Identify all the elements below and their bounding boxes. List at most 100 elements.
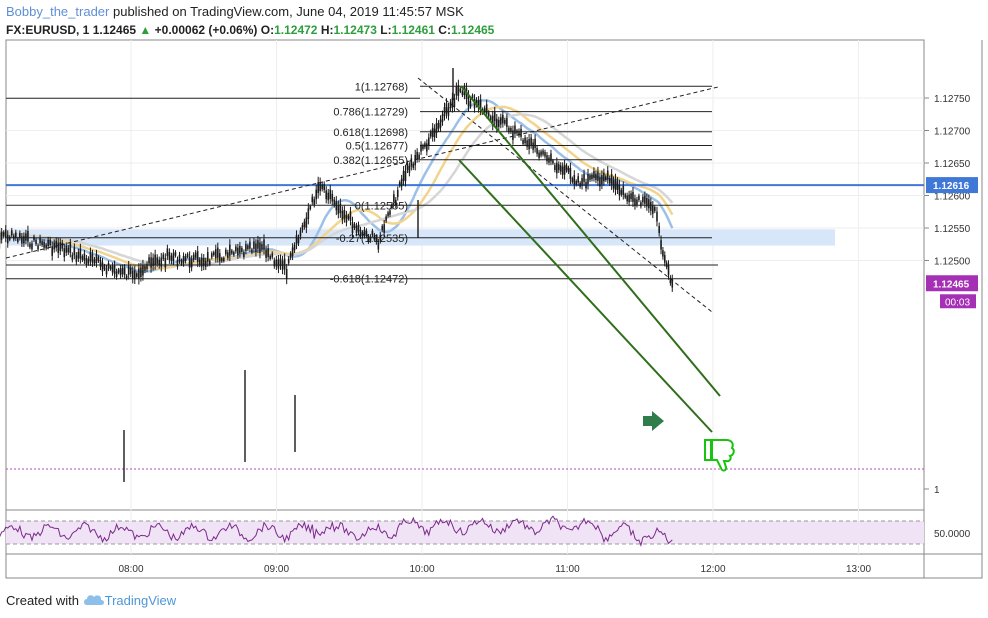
candle-body [221,258,223,262]
low-label: L: [380,23,392,37]
time-axis[interactable]: 08:00 09:00 10:00 11:00 12:00 13:00 [118,564,871,575]
candle-body [227,252,229,258]
candle-body [581,178,583,186]
up-arrow-icon: ▲ [139,23,152,37]
candle-body [610,174,613,185]
candle-body [575,181,578,185]
candle-body [271,253,274,258]
candle-body [71,254,74,260]
last-price-label: 1.12465 [933,279,970,290]
brand-name[interactable]: TradingView [104,593,177,608]
candle-body [317,182,319,194]
candle-body [148,257,150,264]
candle-body [648,199,650,209]
candle-body [595,173,597,181]
candle-body [212,252,215,256]
candle-body [369,236,372,241]
candle-body [437,123,440,129]
tradingview-cloud-icon [83,595,104,605]
candle-body [556,162,558,174]
candle-body [323,184,325,191]
candle-body [435,123,438,133]
candle-body [379,234,382,241]
candle-body [239,245,241,254]
candle-body [142,265,144,276]
candle-body [265,249,267,259]
candle-body [333,199,336,205]
price-axis[interactable]: 1.12750 1.12700 1.12650 1.12600 1.12550 1.125… [924,94,978,540]
candle-body [233,252,235,256]
author-name[interactable]: Bobby_the_trader [6,4,110,19]
candle-body [381,226,384,230]
candle-body [35,239,37,245]
candle-body [429,131,432,137]
price-series [0,68,674,482]
channel-lower [458,159,713,433]
candle-body [117,269,120,273]
close-label: C: [438,23,451,37]
candle-body [83,253,86,261]
candle-body [255,243,257,253]
candle-body [548,157,550,163]
candle-body [500,117,502,125]
candle-body [516,130,518,134]
candle-body [550,153,552,162]
candle-body [447,107,450,117]
candle-body [85,258,88,265]
publish-info: published on TradingView.com, June 04, 2… [112,4,464,19]
candle-body [646,197,648,207]
candle-body [225,249,227,255]
fib-label-2: 0.618(1.12698) [333,127,408,139]
symbol-name[interactable]: FX:EURUSD, 1 [6,23,90,37]
candle-body [508,127,510,132]
candle-body [301,225,304,231]
candle-body [91,254,94,263]
candle-body [325,190,328,200]
candle-body [162,254,165,259]
candle-body [636,199,638,205]
candle-body [277,259,280,269]
candle-body [483,107,486,113]
time-tick-0: 08:00 [118,564,143,575]
candle-body [455,86,458,96]
candle-body [253,241,255,249]
candle-body [55,240,58,248]
candle-body [359,229,362,236]
fib-label-6: -0.27(1.12535) [336,233,408,245]
candle-body [579,182,581,187]
candle-body [319,182,321,192]
candle-body [97,257,100,261]
candle-body [663,255,666,263]
candle-body [424,143,426,148]
candle-body [331,193,334,202]
candle-body [158,259,161,266]
candle-body [111,265,114,273]
candle-body [414,154,417,166]
candle-body [418,154,420,160]
candle-body [176,259,179,267]
candle-body [601,175,603,185]
chart-header: Bobby_the_trader published on TradingVie… [6,4,464,20]
candle-body [216,247,219,258]
ema-line-1 [0,105,674,270]
candle-body [231,250,233,254]
candle-body [345,214,348,223]
candle-body [123,267,126,276]
candle-body [313,199,316,205]
candle-body [398,182,401,186]
price-tick-3: 1.12600 [934,192,971,203]
price-tick-6: 1 [934,485,940,496]
candle-body [642,196,644,203]
candle-body [150,257,152,268]
candle-body [267,248,269,258]
price-tick-5: 1.12500 [934,257,971,268]
candle-body [164,258,167,268]
candle-body [587,173,589,185]
candle-body [210,253,213,258]
candle-body [241,247,243,252]
candle-body [593,170,595,179]
candle-body [361,232,364,237]
candle-body [404,170,407,182]
candle-body [202,258,205,267]
